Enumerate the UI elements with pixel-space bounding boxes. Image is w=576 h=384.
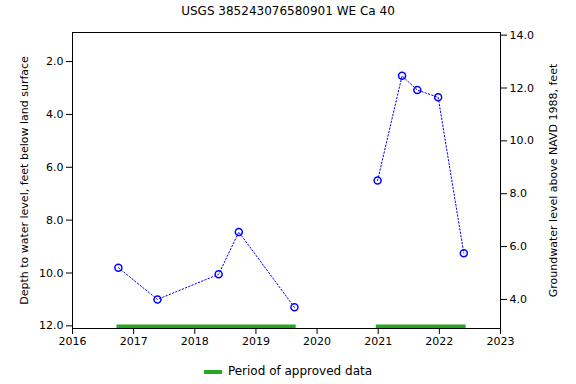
svg-text:10.0: 10.0 — [39, 267, 64, 280]
svg-text:2016: 2016 — [59, 335, 87, 348]
svg-text:2017: 2017 — [120, 335, 148, 348]
svg-text:2.0: 2.0 — [46, 55, 64, 68]
svg-text:8.0: 8.0 — [46, 214, 64, 227]
svg-text:Depth to water level, feet bel: Depth to water level, feet below land su… — [18, 56, 31, 305]
html-text:USGS 385243076580901 WE Ca 40: USGS 385243076580901 WE Ca 40 — [181, 4, 395, 18]
svg-text:8.0: 8.0 — [510, 187, 528, 200]
svg-text:6.0: 6.0 — [46, 161, 64, 174]
svg-text:12.0: 12.0 — [39, 319, 64, 332]
svg-text:14.0: 14.0 — [510, 29, 535, 42]
html-text:Period of approved data: Period of approved data — [227, 364, 373, 378]
svg-text:10.0: 10.0 — [510, 134, 535, 147]
svg-text:2023: 2023 — [487, 335, 515, 348]
svg-text:Groundwater level above NAVD 1: Groundwater level above NAVD 1988, feet — [547, 63, 560, 297]
svg-text:12.0: 12.0 — [510, 82, 535, 95]
svg-text:6.0: 6.0 — [510, 240, 528, 253]
svg-text:2022: 2022 — [425, 335, 453, 348]
svg-text:2021: 2021 — [364, 335, 392, 348]
svg-text:4.0: 4.0 — [46, 108, 64, 121]
svg-text:2019: 2019 — [242, 335, 270, 348]
svg-text:2020: 2020 — [303, 335, 331, 348]
svg-text:4.0: 4.0 — [510, 293, 528, 306]
svg-text:2018: 2018 — [181, 335, 209, 348]
